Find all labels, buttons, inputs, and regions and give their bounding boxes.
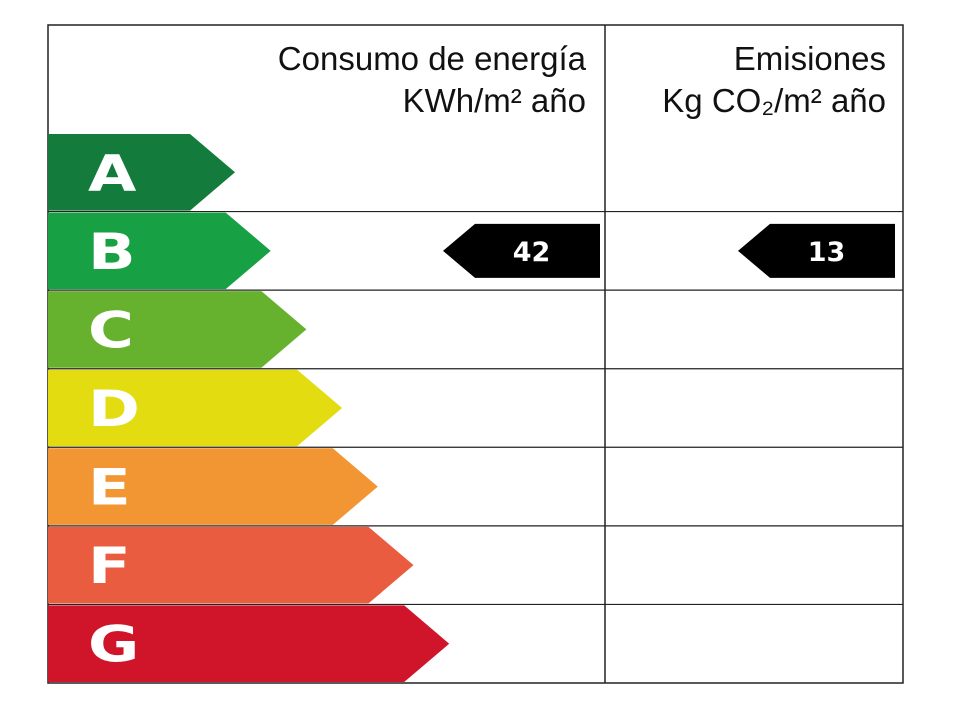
rating-arrow xyxy=(48,526,414,604)
rating-arrow xyxy=(48,291,307,368)
rating-letter: B xyxy=(88,223,136,281)
rating-arrow xyxy=(48,212,271,290)
rating-letter: C xyxy=(88,301,134,359)
value-marker xyxy=(738,223,895,278)
value-label: 13 xyxy=(808,237,846,268)
value-marker xyxy=(443,223,600,278)
rating-arrow xyxy=(48,369,343,447)
rating-letter: A xyxy=(88,144,137,202)
rating-arrow xyxy=(48,448,378,525)
rating-letter: G xyxy=(88,616,139,674)
rating-arrow xyxy=(48,134,235,211)
rating-arrow xyxy=(48,605,450,682)
emissions-title: Emisiones xyxy=(734,40,886,77)
value-label: 42 xyxy=(513,237,551,268)
energy-title: Consumo de energía xyxy=(278,40,587,77)
emissions-unit: Kg CO₂/m² año xyxy=(662,82,886,119)
energy-unit: KWh/m² año xyxy=(403,82,586,119)
rating-letter: F xyxy=(88,537,131,595)
rating-letter: E xyxy=(88,459,131,517)
rating-letter: D xyxy=(88,380,140,438)
